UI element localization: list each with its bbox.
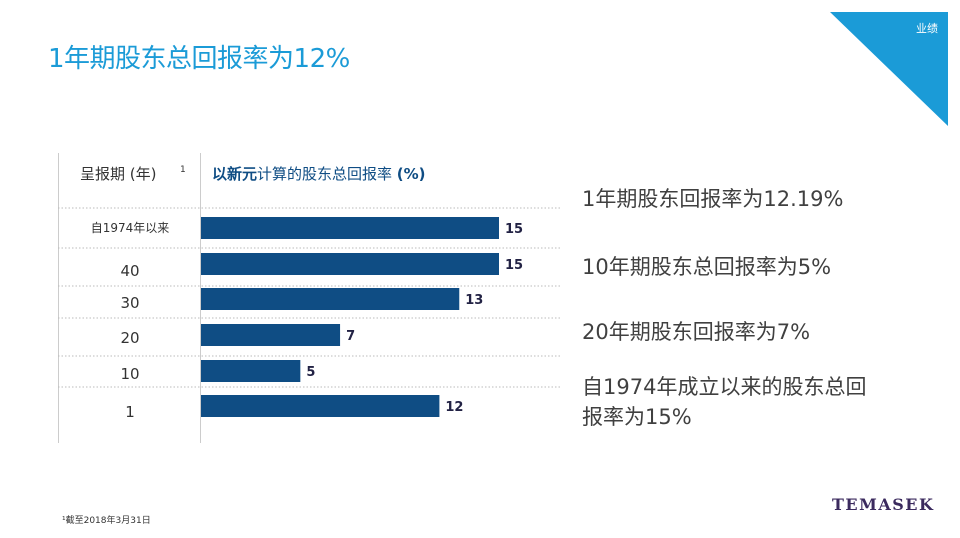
bar	[201, 217, 499, 239]
period-column-header: 呈报期 (年)	[80, 165, 157, 183]
bar	[201, 395, 440, 417]
temasek-logo: TEMASEK	[832, 495, 935, 514]
corner-tab	[830, 12, 948, 126]
category-label: 1	[125, 403, 135, 421]
summary-since-inception-1: 自1974年成立以来的股东总回	[582, 375, 867, 399]
bar	[201, 253, 499, 275]
bar-value-label: 13	[465, 293, 483, 308]
return-column-header: 以新元计算的股东总回报率 (%)	[212, 163, 426, 184]
bar-value-label: 5	[306, 365, 315, 380]
category-label: 10	[120, 365, 139, 383]
section-tag: 业绩	[916, 22, 938, 35]
footnote: ¹截至2018年3月31日	[62, 516, 151, 526]
summary-1yr: 1年期股东回报率为12.19%	[582, 187, 844, 211]
left-column-line	[58, 153, 59, 443]
bar-value-label: 15	[505, 222, 523, 237]
divider-line	[200, 153, 201, 443]
return-column-header-mid: 计算的股东总回报率	[257, 165, 397, 183]
summary-since-inception-2: 报率为15%	[582, 405, 692, 429]
return-column-header-unit: (%)	[396, 165, 426, 183]
bar-value-label: 7	[346, 329, 355, 344]
bar	[201, 288, 460, 310]
category-label: 自1974年以来	[91, 221, 170, 235]
footnote-marker: 1	[180, 165, 186, 175]
summary-10yr: 10年期股东总回报率为5%	[582, 255, 832, 279]
bar-value-label: 12	[445, 400, 463, 415]
return-column-header-bold: 以新元	[212, 165, 258, 183]
category-label: 40	[120, 262, 139, 280]
bar-value-label: 15	[505, 258, 523, 273]
category-label: 20	[120, 329, 139, 347]
bar	[201, 324, 341, 346]
bar	[201, 360, 301, 382]
category-label: 30	[120, 294, 139, 312]
summary-20yr: 20年期股东回报率为7%	[582, 320, 811, 344]
page-title: 1年期股东总回报率为12%	[48, 44, 350, 74]
